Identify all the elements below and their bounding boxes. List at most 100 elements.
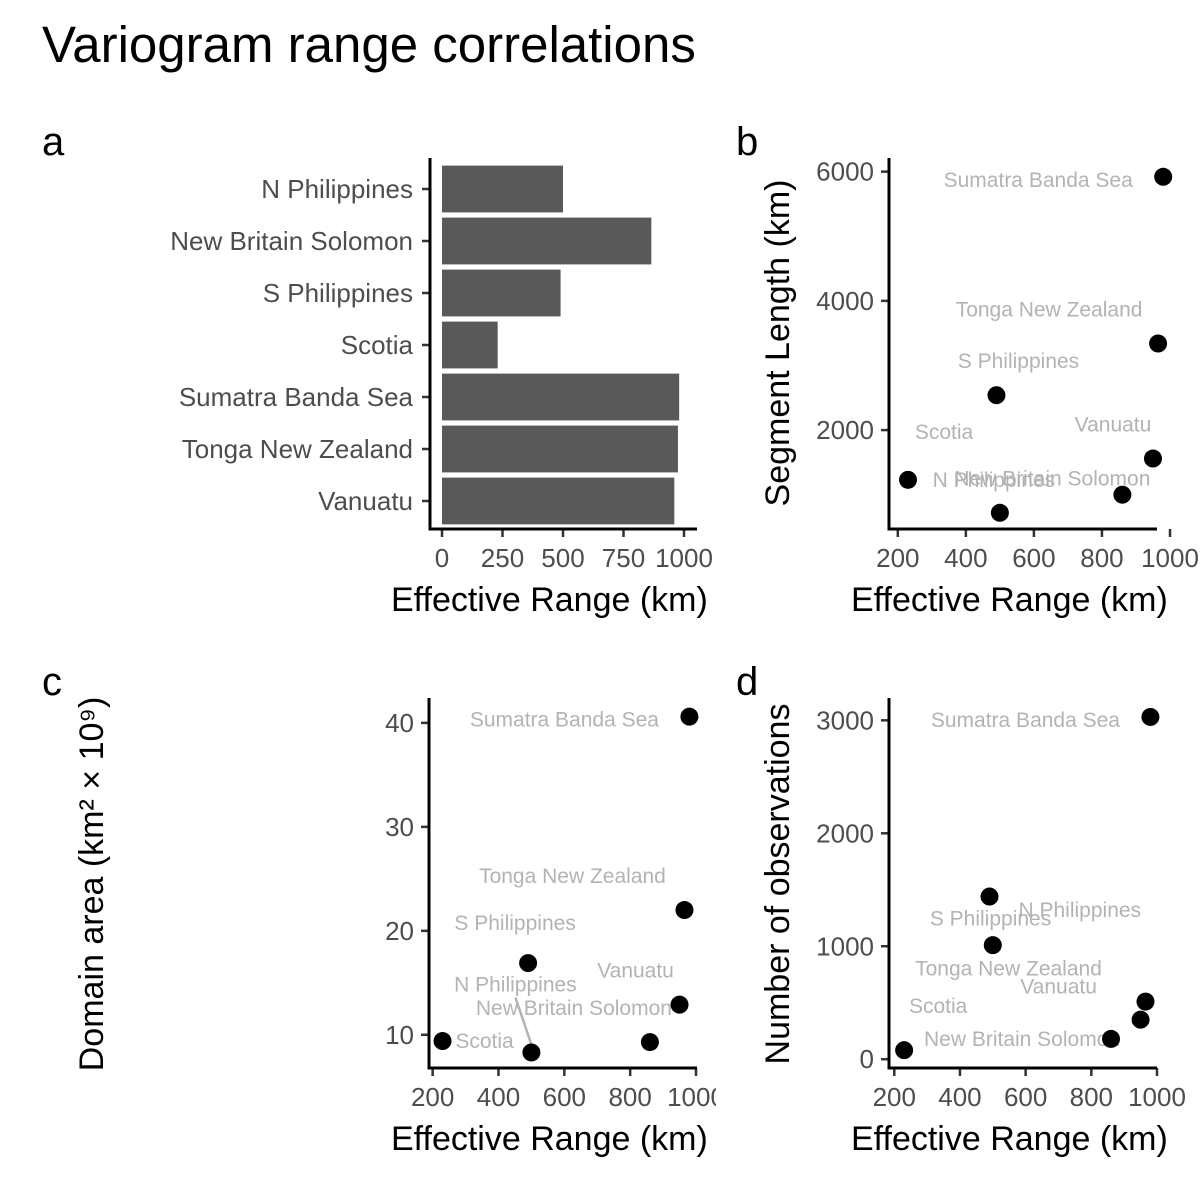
- y-tick-label: 4000: [816, 286, 874, 316]
- point-label-s-philippines: S Philippines: [930, 908, 1051, 931]
- figure-title: Variogram range correlations: [42, 16, 696, 73]
- point-label-new-britain-solomon: New Britain Solomon: [924, 1028, 1120, 1051]
- point-label-new-britain-solomon: New Britain Solomon: [476, 997, 672, 1020]
- point-label-vanuatu: Vanuatu: [1075, 414, 1152, 437]
- y-tick-label: 3000: [816, 705, 874, 735]
- point-scotia: [433, 1032, 452, 1051]
- y-tick-label: 30: [385, 812, 414, 842]
- point-label-scotia: Scotia: [915, 421, 974, 444]
- x-tick-label: 400: [944, 543, 987, 573]
- point-s-philippines: [987, 386, 1006, 405]
- x-tick-label: 200: [873, 1082, 916, 1112]
- panel-tag-c: c: [42, 660, 62, 704]
- point-n-philippines: [990, 503, 1009, 522]
- x-tick-label: 600: [1012, 543, 1055, 573]
- y-axis-title: Number of observations: [759, 704, 797, 1065]
- point-label-vanuatu: Vanuatu: [1020, 976, 1097, 999]
- panel-a-bar-chart: N Philippines New Britain Solomon S Philip…: [170, 158, 713, 619]
- point-n-philippines: [983, 936, 1002, 955]
- x-tick-label: 400: [477, 1082, 520, 1112]
- x-tick-label: 750: [602, 543, 645, 573]
- y-tick-label: 20: [385, 916, 414, 946]
- y-tick-label: 6000: [816, 157, 874, 187]
- point-sumatra-banda-sea: [1141, 707, 1160, 726]
- y-tick-label: Scotia: [341, 330, 414, 360]
- point-label-tonga-new-zealand: Tonga New Zealand: [956, 299, 1143, 322]
- bar-scotia: [442, 321, 498, 369]
- point-label-sumatra-banda-sea: Sumatra Banda Sea: [944, 169, 1133, 192]
- x-tick-label: 800: [608, 1082, 651, 1112]
- point-tonga-new-zealand: [1136, 992, 1155, 1011]
- x-tick-label: 1000: [667, 1082, 725, 1112]
- y-tick-label: S Philippines: [263, 278, 413, 308]
- y-axis-title: Segment Length (km): [759, 180, 797, 507]
- panel-tag-b: b: [736, 120, 758, 164]
- point-label-sumatra-banda-sea: Sumatra Banda Sea: [470, 709, 659, 732]
- point-label-vanuatu: Vanuatu: [597, 960, 674, 983]
- point-label-n-philippines: N Philippines: [1019, 899, 1142, 922]
- panel-b-scatter: 2000 4000 6000 200 400 600 800 1000 Sumatra Band…: [759, 157, 1199, 619]
- point-label-tonga-new-zealand: Tonga New Zealand: [479, 865, 666, 888]
- point-vanuatu: [1131, 1010, 1150, 1029]
- x-tick-label: 600: [543, 1082, 586, 1112]
- point-tonga-new-zealand: [1149, 334, 1168, 353]
- point-label-n-philippines: N Philippines: [454, 973, 577, 996]
- panel-d-scatter: 0 1000 2000 3000 200 400 600 800 1000 Sumatra Ban…: [759, 698, 1186, 1158]
- x-tick-label: 400: [938, 1082, 981, 1112]
- point-new-britain-solomon: [1102, 1029, 1121, 1048]
- point-n-philippines: [522, 1043, 541, 1062]
- y-tick-label: 40: [385, 708, 414, 738]
- y-tick-label: 1000: [816, 931, 874, 961]
- y-tick-label: Tonga New Zealand: [182, 434, 413, 464]
- point-sumatra-banda-sea: [680, 707, 699, 726]
- y-tick-label: 0: [860, 1044, 874, 1074]
- y-tick-label: 2000: [816, 818, 874, 848]
- panel-tag-d: d: [736, 660, 758, 704]
- x-tick-label: 500: [541, 543, 584, 573]
- point-new-britain-solomon: [1113, 485, 1132, 504]
- y-tick-label: 2000: [816, 415, 874, 445]
- y-axis-title: Domain area (km² × 10⁹): [73, 697, 111, 1072]
- bar-sumatra-banda-sea: [442, 373, 680, 421]
- panel-c-scatter: 10 20 30 40 200 400 600 800 1000 Sumatra Banda Se…: [73, 697, 725, 1158]
- panel-tag-a: a: [42, 120, 65, 164]
- x-axis-title: Effective Range (km): [851, 1120, 1168, 1158]
- point-label-s-philippines: S Philippines: [958, 350, 1079, 373]
- point-label-s-philippines: S Philippines: [454, 912, 575, 935]
- point-label-n-philippines: N Philippines: [933, 469, 1056, 492]
- point-vanuatu: [1143, 449, 1162, 468]
- x-tick-label: 800: [1070, 1082, 1113, 1112]
- bar-s-philippines: [442, 269, 561, 317]
- y-tick-label: 10: [385, 1020, 414, 1050]
- x-tick-label: 1000: [1128, 1082, 1186, 1112]
- x-tick-label: 0: [435, 543, 449, 573]
- y-tick-label: N Philippines: [261, 174, 413, 204]
- y-tick-label: New Britain Solomon: [170, 226, 413, 256]
- label-leader-line: [514, 997, 533, 1045]
- point-vanuatu: [670, 995, 689, 1014]
- bar-n-philippines: [442, 165, 563, 213]
- x-axis-title: Effective Range (km): [851, 581, 1168, 619]
- x-tick-label: 250: [481, 543, 524, 573]
- point-label-scotia: Scotia: [455, 1030, 514, 1053]
- x-axis-title: Effective Range (km): [391, 1120, 708, 1158]
- bar-tonga-new-zealand: [442, 425, 678, 473]
- x-axis-title: Effective Range (km): [391, 581, 708, 619]
- point-label-scotia: Scotia: [909, 995, 968, 1018]
- point-scotia: [899, 470, 918, 489]
- x-tick-label: 200: [411, 1082, 454, 1112]
- y-tick-label: Sumatra Banda Sea: [179, 382, 414, 412]
- y-tick-label: Vanuatu: [318, 486, 413, 516]
- x-tick-label: 200: [876, 543, 919, 573]
- x-tick-label: 1000: [1141, 543, 1199, 573]
- bar-new-britain-solomon: [442, 217, 652, 265]
- point-tonga-new-zealand: [675, 901, 694, 920]
- point-label-tonga-new-zealand: Tonga New Zealand: [915, 958, 1102, 981]
- point-label-sumatra-banda-sea: Sumatra Banda Sea: [931, 709, 1120, 732]
- x-tick-label: 800: [1080, 543, 1123, 573]
- point-scotia: [895, 1041, 914, 1060]
- x-tick-label: 1000: [655, 543, 713, 573]
- point-s-philippines: [980, 887, 999, 906]
- point-new-britain-solomon: [640, 1033, 659, 1052]
